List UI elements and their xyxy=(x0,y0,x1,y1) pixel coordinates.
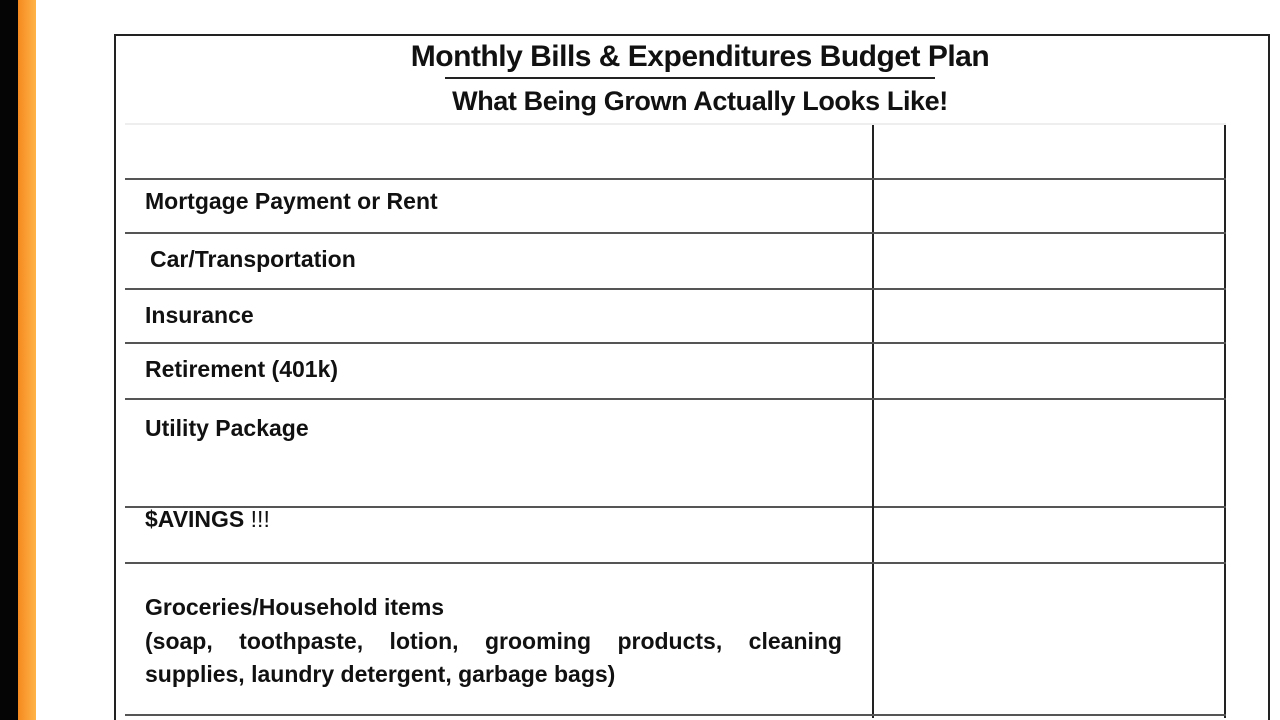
amount-cell-utility[interactable] xyxy=(874,400,1226,506)
title-underline xyxy=(445,77,935,79)
header-amount-cell xyxy=(874,125,1226,178)
row-label-savings: $AVINGS xyxy=(145,506,245,532)
row-label-savings-cell: $AVINGS !!! xyxy=(125,506,874,562)
row-label-utility: Utility Package xyxy=(125,400,874,506)
left-edge-black xyxy=(0,0,18,720)
table-row-transportation: Car/Transportation xyxy=(125,232,1226,288)
row-label-mortgage: Mortgage Payment or Rent xyxy=(125,180,874,232)
row-label-transportation: Car/Transportation xyxy=(125,234,874,288)
table-row-insurance: Insurance xyxy=(125,288,1226,342)
table-row-utility: Utility Package xyxy=(125,398,1226,506)
table-row-groceries: Groceries/Household items (soap, toothpa… xyxy=(125,562,1226,718)
table-header-row xyxy=(125,123,1226,178)
row-label-retirement: Retirement (401k) xyxy=(125,344,874,398)
row-label-groceries-cell: Groceries/Household items (soap, toothpa… xyxy=(125,564,874,718)
row-label-groceries: Groceries/Household items xyxy=(145,594,445,620)
row-label-insurance: Insurance xyxy=(125,290,874,342)
amount-cell-retirement[interactable] xyxy=(874,344,1226,398)
table-row-retirement: Retirement (401k) xyxy=(125,342,1226,398)
amount-cell-transportation[interactable] xyxy=(874,234,1226,288)
savings-exclamation: !!! xyxy=(250,506,270,532)
document-subtitle: What Being Grown Actually Looks Like! xyxy=(452,86,948,116)
left-edge-orange-bar xyxy=(18,0,36,720)
budget-table: Mortgage Payment or Rent Car/Transportat… xyxy=(125,123,1226,718)
table-row-mortgage: Mortgage Payment or Rent xyxy=(125,178,1226,232)
amount-cell-mortgage[interactable] xyxy=(874,180,1226,232)
amount-cell-insurance[interactable] xyxy=(874,290,1226,342)
table-row-savings: $AVINGS !!! xyxy=(125,506,1226,562)
document-title: Monthly Bills & Expenditures Budget Plan xyxy=(410,40,990,73)
table-bottom-border xyxy=(125,714,1226,716)
header-label-cell xyxy=(125,125,874,178)
row-detail-groceries: (soap, toothpaste, lotion, grooming prod… xyxy=(145,628,842,687)
budget-sheet xyxy=(114,34,1270,720)
amount-cell-groceries[interactable] xyxy=(874,564,1226,718)
amount-cell-savings[interactable] xyxy=(874,508,1226,562)
